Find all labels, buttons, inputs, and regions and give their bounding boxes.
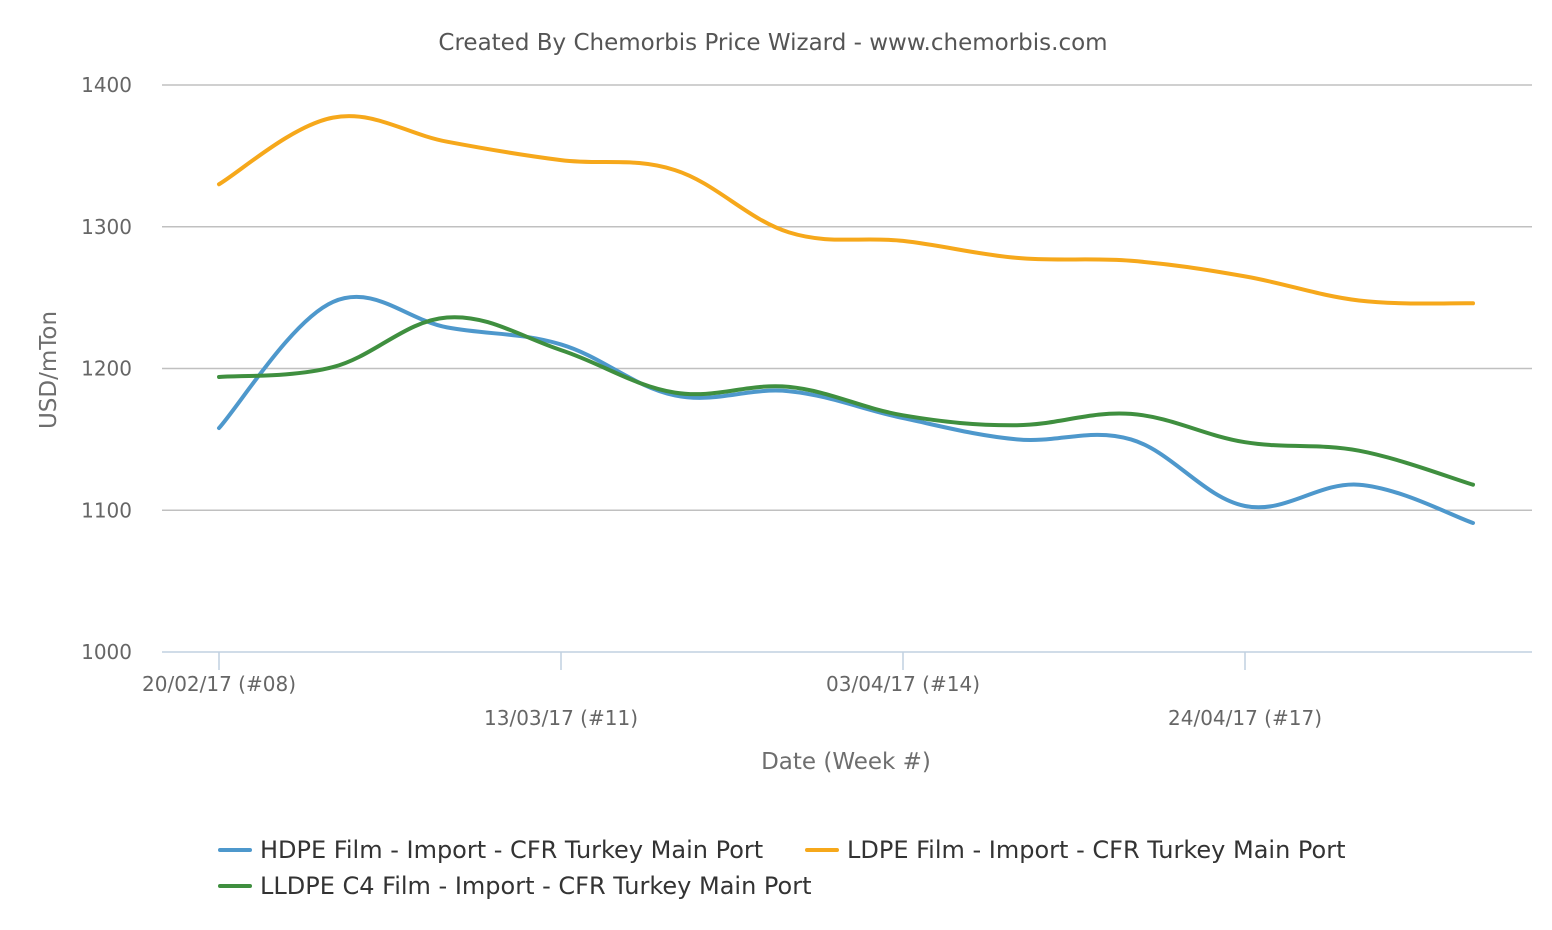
x-tick-label: 24/04/17 (#17) (1168, 706, 1322, 730)
y-axis-title: USD/mTon (36, 311, 62, 429)
y-tick-label: 1400 (81, 73, 132, 97)
chart-title: Created By Chemorbis Price Wizard - www.… (438, 30, 1107, 56)
legend-label-hdpe: HDPE Film - Import - CFR Turkey Main Por… (260, 836, 763, 864)
legend: HDPE Film - Import - CFR Turkey Main Por… (218, 836, 1345, 900)
y-tick-label: 1300 (81, 215, 132, 239)
y-tick-label: 1100 (81, 498, 132, 522)
legend-label-ldpe: LDPE Film - Import - CFR Turkey Main Por… (847, 836, 1345, 864)
x-axis: 20/02/17 (#08) 13/03/17 (#11) 03/04/17 (#1… (142, 651, 1532, 730)
y-tick-label: 1000 (81, 640, 132, 664)
y-axis-ticks: 1000 1100 1200 1300 1400 (81, 73, 132, 664)
series-line-lldpe (217, 315, 1475, 487)
y-tick-label: 1200 (81, 357, 132, 381)
legend-label-lldpe: LLDPE C4 Film - Import - CFR Turkey Main… (260, 872, 812, 900)
series-line-ldpe (217, 114, 1475, 306)
x-axis-title: Date (Week #) (761, 749, 931, 775)
series-lines (217, 114, 1475, 525)
x-tick-label: 13/03/17 (#11) (484, 706, 638, 730)
series-line-hdpe (217, 294, 1475, 525)
grid-lines (162, 84, 1532, 511)
x-tick-label: 20/02/17 (#08) (142, 672, 296, 696)
x-tick-label: 03/04/17 (#14) (826, 672, 980, 696)
